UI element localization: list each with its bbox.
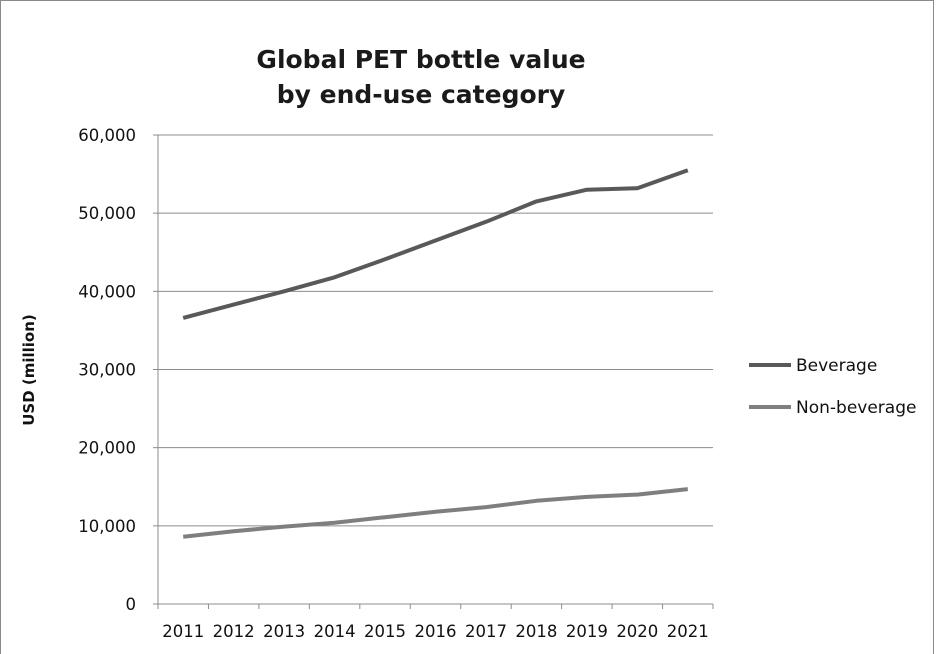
legend-label: Beverage (796, 356, 877, 376)
y-tick-labels: 0 10,000 20,000 30,000 40,000 50,000 60,000 (78, 126, 136, 614)
y-axis-label: USD (million) (20, 314, 38, 426)
y-tick-label: 30,000 (78, 361, 136, 380)
series-lines (182, 168, 689, 539)
y-tick-label: 50,000 (78, 204, 136, 223)
x-tick-label: 2016 (415, 622, 457, 641)
x-tick-label: 2018 (515, 622, 557, 641)
x-tick-label: 2017 (465, 622, 507, 641)
y-tick-label: 0 (126, 595, 137, 614)
x-tick-label: 2013 (263, 622, 305, 641)
x-tick-label: 2019 (566, 622, 608, 641)
x-tick-labels: 2011 2012 2013 2014 2015 2016 2017 2018 2019 2020… (162, 622, 709, 641)
legend: Beverage Non-beverage (749, 356, 916, 418)
x-tick-label: 2021 (667, 622, 709, 641)
chart-title-line-1: Global PET bottle value (256, 45, 585, 74)
chart-title-line-2: by end-use category (277, 80, 566, 109)
legend-label: Non-beverage (796, 398, 916, 418)
y-tick-label: 60,000 (78, 126, 136, 145)
x-tick-label: 2020 (616, 622, 658, 641)
x-tick-label: 2015 (364, 622, 406, 641)
x-tick-label: 2012 (213, 622, 255, 641)
x-tick-label: 2011 (162, 622, 204, 641)
gridlines (158, 134, 713, 527)
axes (153, 134, 714, 609)
series-line-beverage (182, 168, 689, 320)
y-tick-label: 40,000 (78, 282, 136, 301)
series-line-non-beverage (182, 487, 689, 539)
y-tick-label: 20,000 (78, 439, 136, 458)
y-tick-label: 10,000 (78, 517, 136, 536)
x-tick-label: 2014 (314, 622, 356, 641)
